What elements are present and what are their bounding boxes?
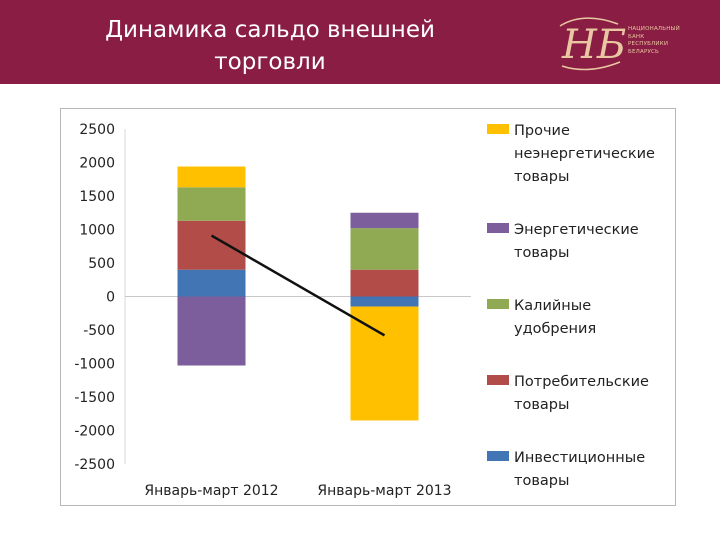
logo-monogram-icon: НБ [559,17,626,71]
x-tick-label: Январь-март 2013 [317,483,451,499]
bar-segment [350,228,419,270]
legend-label: Энергетические [514,222,639,238]
y-tick-label: -500 [83,323,115,339]
legend-item: Калийные удобрения [487,298,596,337]
chart-area: 2500 2000 1500 1000 500 0 -500 -1000 -1500 -2000 -… [60,108,676,506]
legend-label: товары [514,473,569,489]
y-tick-label: -1500 [74,390,115,406]
x-tick-label: Январь-март 2012 [144,483,278,499]
legend-swatch [487,223,509,233]
y-tick-label: 2500 [79,122,115,138]
legend-label: Калийные [514,298,591,314]
legend-label: Потребительские [514,374,649,390]
legend-item: Энергетические товары [487,222,639,261]
bar-segment [177,296,246,366]
y-tick-label: -2000 [74,424,115,440]
logo-line: РЕСПУБЛИКИ [628,41,669,47]
y-tick-label: -2500 [74,457,115,473]
bar-segment [350,269,419,297]
legend-item: Прочие неэнергетические товары [487,123,655,185]
bar-segment [350,296,419,307]
legend-item: Инвестиционные товары [487,450,645,489]
slide-header: Динамика сальдо внешней торговли товарам… [0,0,720,107]
legend-swatch [487,299,509,309]
legend-label: Инвестиционные [514,450,645,466]
legend-label: Прочие [514,123,570,139]
bar-segment [350,212,419,229]
title-line-1: Динамика сальдо внешней торговли [105,17,435,75]
bar-segment [177,187,246,221]
legend-label: неэнергетические [514,146,655,162]
y-tick-label: 1000 [79,223,115,239]
bank-logo: НБ НАЦИОНАЛЬНЫЙ БАНК РЕСПУБЛИКИ БЕЛАРУСЬ [556,12,706,74]
legend-swatch [487,124,509,134]
legend-label: товары [514,169,569,185]
slide-title: Динамика сальдо внешней торговли товарам… [60,14,480,110]
bar-segment [350,306,419,421]
legend-label: удобрения [514,321,596,337]
logo-line: НАЦИОНАЛЬНЫЙ [628,26,680,32]
y-tick-label: 2000 [79,156,115,172]
legend-label: товары [514,245,569,261]
legend-swatch [487,375,509,385]
logo-text: НАЦИОНАЛЬНЫЙ БАНК РЕСПУБЛИКИ БЕЛАРУСЬ [628,26,704,56]
stacked-bar-chart: 2500 2000 1500 1000 500 0 -500 -1000 -1500 -2000 -… [74,122,655,499]
logo-monogram: НБ [561,22,626,68]
y-tick-label: 1500 [79,189,115,205]
legend-swatch [487,451,509,461]
legend-item: Потребительские товары [487,374,649,413]
bar-segment [177,220,246,270]
y-tick-label: 500 [88,256,115,272]
balance-line [210,234,386,337]
y-tick-label: -1000 [74,357,115,373]
y-tick-label: 0 [106,290,115,306]
logo-line: БЕЛАРУСЬ [628,48,660,55]
logo-line: БАНК [628,33,645,40]
bar-segment [177,269,246,297]
bar-segment [177,166,246,188]
title-line-2: товарами [211,81,329,107]
legend-label: товары [514,397,569,413]
